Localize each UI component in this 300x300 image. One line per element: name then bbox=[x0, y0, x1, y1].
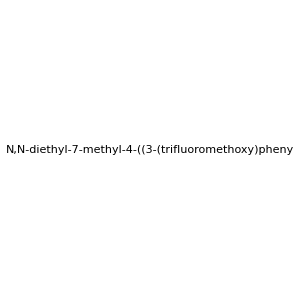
Text: N,N-diethyl-7-methyl-4-((3-(trifluoromethoxy)pheny: N,N-diethyl-7-methyl-4-((3-(trifluoromet… bbox=[6, 145, 294, 155]
